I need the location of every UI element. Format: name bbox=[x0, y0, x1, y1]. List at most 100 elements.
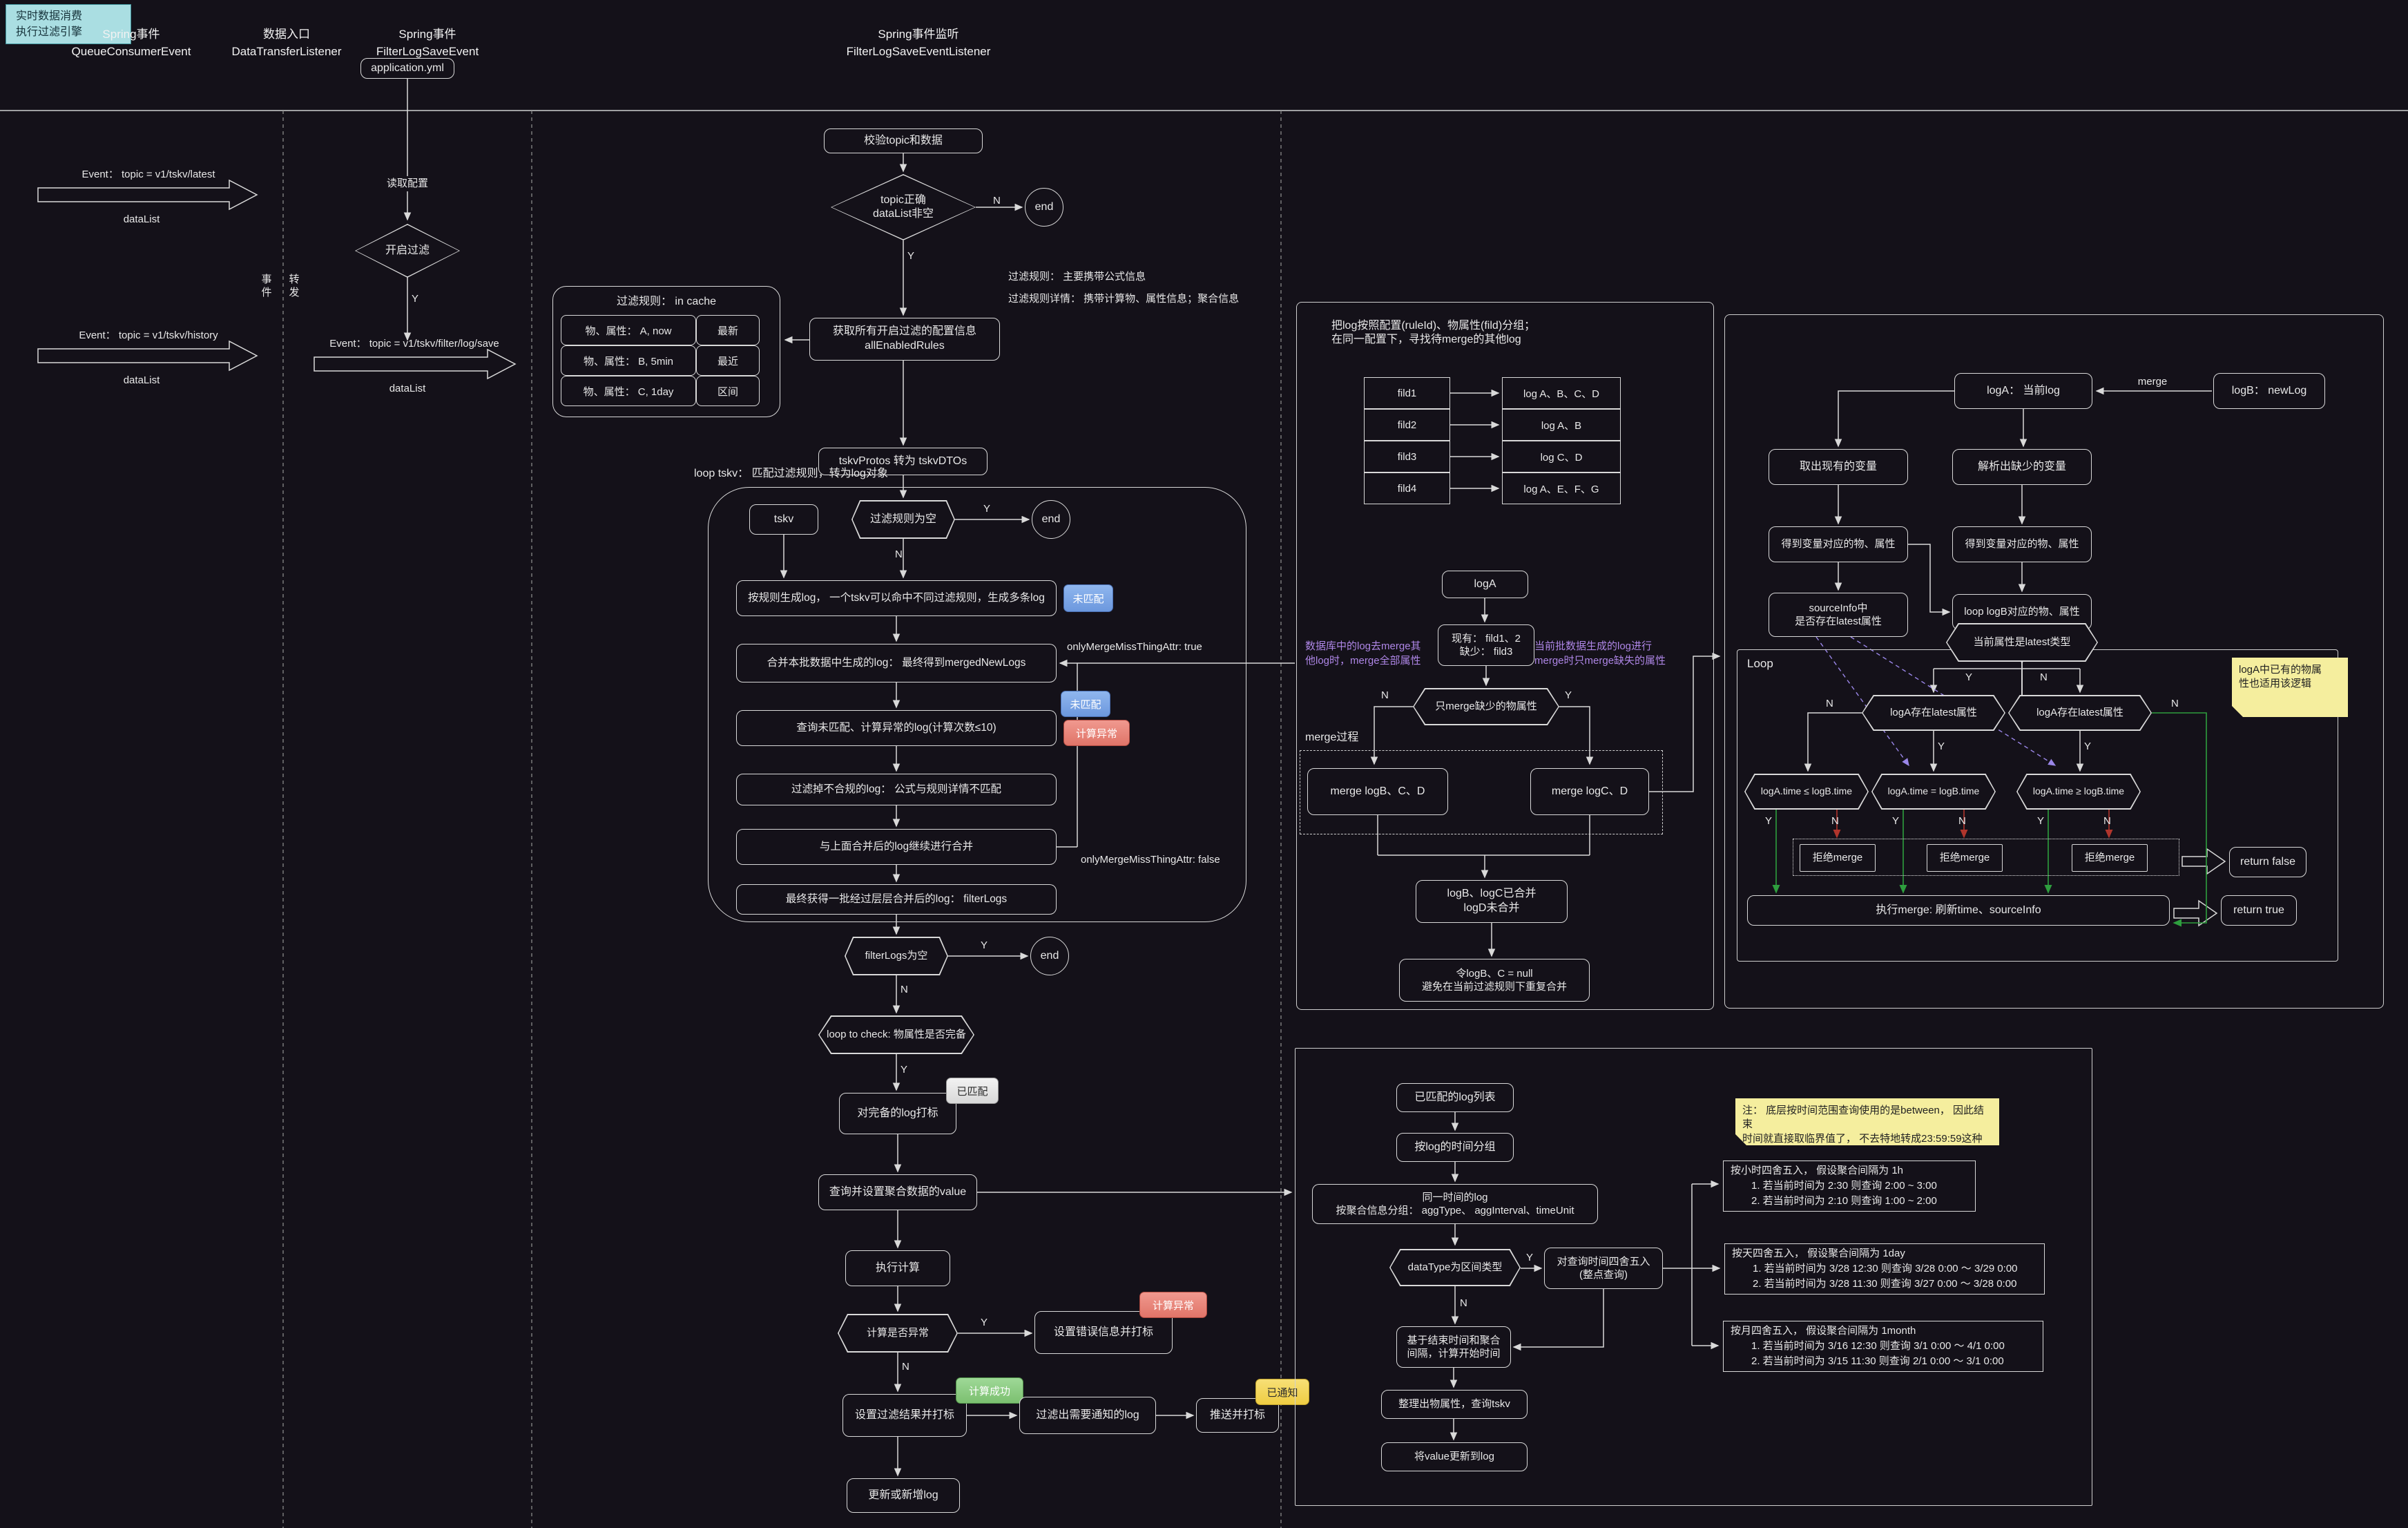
run-calc-node: 执行计算 bbox=[845, 1250, 950, 1286]
sticky-note-between: 注： 底层按时间范围查询使用的是between， 因此结束 时间就直接取临界值了… bbox=[1735, 1098, 1999, 1145]
fild-cell: fild2 bbox=[1364, 409, 1450, 441]
merge-batch-node: 合并本批数据中生成的log： 最终得到mergedNewLogs bbox=[736, 644, 1057, 682]
event-latest-label: Event： topic = v1/tskv/latest bbox=[81, 168, 215, 180]
datatype-range-yes: Y bbox=[1526, 1252, 1534, 1263]
purple-note-right: 当前批数据生成的log进行 merge时只merge缺失的属性 bbox=[1534, 640, 1666, 667]
month-round-info: 按月四舍五入， 假设聚合间隔为 1month 1. 若当前时间为 3/16 12… bbox=[1723, 1321, 2043, 1372]
logb-new-node: logB： newLog bbox=[2213, 373, 2325, 409]
topic-check-yes: Y bbox=[907, 250, 915, 262]
gen-log-node: 按规则生成log， 一个tskv可以命中不同过滤规则，生成多条log bbox=[736, 580, 1057, 616]
merge-process-container bbox=[1300, 750, 1663, 834]
calc-error-hexagon: 计算是否异常 bbox=[838, 1314, 958, 1353]
rules-empty-no: N bbox=[895, 548, 903, 560]
round-time-node: 对查询时间四舍五入 (整点查询) bbox=[1544, 1248, 1663, 1289]
loop-tskv-label: loop tskv： 匹配过滤规则，转为log对象 bbox=[694, 468, 888, 479]
lane-header-queue-consumer: Spring事件 QueueConsumerEvent bbox=[71, 28, 191, 58]
only-merge-true-label: onlyMergeMissThingAttr: true bbox=[1067, 641, 1202, 653]
final-filterlogs-node: 最终获得一批经过层层合并后的log： filterLogs bbox=[736, 884, 1057, 915]
time-gte-no: N bbox=[2103, 815, 2111, 827]
loga-state-node: 现有： fild1、2 缺少： fild3 bbox=[1438, 624, 1534, 666]
prepare-query-node: 整理出物属性，查询tskv bbox=[1381, 1390, 1528, 1419]
filterlogs-empty-hexagon: filterLogs为空 bbox=[845, 937, 948, 975]
convert-dto-node: tskvProtos 转为 tskvDTOs bbox=[818, 448, 988, 475]
group-by-agg-node: 同一时间的log 按聚合信息分组： aggType、 aggInterval、t… bbox=[1312, 1184, 1598, 1224]
merge-result-node: logB、logC已合并 logD未合并 bbox=[1416, 880, 1568, 923]
loop-merge-label: Loop bbox=[1747, 657, 1773, 670]
topic-check-diamond: topic正确 dataList非空 bbox=[831, 174, 976, 240]
event-history-datalist: dataList bbox=[123, 374, 160, 386]
filter-enabled-yes: Y bbox=[412, 293, 419, 305]
cache-row-val: 区间 bbox=[696, 376, 760, 406]
rules-note-2: 过滤规则详情： 携带计算物、属性信息；聚合信息 bbox=[1008, 293, 1240, 305]
filter-invalid-node: 过滤掉不合规的log： 公式与规则详情不匹配 bbox=[736, 774, 1057, 805]
filterlogs-empty-no: N bbox=[900, 984, 908, 995]
compare-group-container bbox=[1724, 314, 2384, 1009]
badge-calc-ok: 计算成功 bbox=[956, 1377, 1023, 1404]
topic-check-no: N bbox=[993, 195, 1001, 207]
take-vars-node: 取出现有的变量 bbox=[1769, 449, 1908, 485]
loga-has-latest-left-hexagon: logA存在latest属性 bbox=[1862, 695, 2005, 731]
fetch-rules-node: 获取所有开启过滤的配置信息 allEnabledRules bbox=[809, 318, 1000, 361]
merge-edge-label: merge bbox=[2115, 374, 2190, 390]
set-error-node: 设置错误信息并打标 bbox=[1034, 1311, 1173, 1354]
cache-table-container bbox=[552, 286, 780, 417]
event-save-datalist: dataList bbox=[389, 382, 426, 394]
return-true-node: return true bbox=[2221, 895, 2297, 926]
has-latest-left-no: N bbox=[1826, 698, 1833, 709]
merge-missing-hexagon: 只merge缺少的物属性 bbox=[1413, 688, 1559, 725]
time-gte-yes: Y bbox=[2037, 815, 2045, 827]
rules-empty-yes: Y bbox=[983, 503, 991, 515]
latest-type-yes: Y bbox=[1965, 671, 1973, 683]
do-merge-node: 执行merge: 刷新time、sourceInfo bbox=[1747, 895, 2170, 926]
badge-notified: 已通知 bbox=[1255, 1379, 1309, 1405]
set-agg-value-node: 查询并设置聚合数据的value bbox=[818, 1174, 977, 1210]
time-lte-no: N bbox=[1831, 815, 1839, 827]
tskv-node: tskv bbox=[749, 504, 818, 535]
calc-error-yes: Y bbox=[981, 1317, 988, 1328]
mark-complete-node: 对完备的log打标 bbox=[839, 1093, 956, 1134]
lane-header-data-transfer: 数据入口 DataTransferListener bbox=[231, 28, 342, 58]
loga-node: logA bbox=[1442, 571, 1528, 598]
loop-to-check-yes: Y bbox=[900, 1064, 908, 1076]
only-merge-false-label: onlyMergeMissThingAttr: false bbox=[1081, 854, 1220, 866]
lane-header-filter-log-save-event: Spring事件 FilterLogSaveEvent bbox=[376, 28, 479, 58]
has-latest-right-no: N bbox=[2171, 698, 2179, 709]
badge-unmatched: 未匹配 bbox=[1063, 584, 1113, 612]
sourceinfo-node: sourceInfo中 是否存在latest属性 bbox=[1769, 593, 1908, 637]
merge-again-node: 与上面合并后的log继续进行合并 bbox=[736, 829, 1057, 865]
reject-merge-node: 拒绝merge bbox=[2072, 844, 2148, 872]
log-group-cell: log A、B、C、D bbox=[1502, 377, 1621, 409]
badge-calc-error: 计算异常 bbox=[1063, 720, 1130, 746]
cache-table-title: 过滤规则： in cache bbox=[616, 296, 717, 307]
log-group-cell: log A、E、F、G bbox=[1502, 472, 1621, 504]
merge-bcd-node: merge logB、C、D bbox=[1307, 768, 1448, 815]
read-config-label: 读取配置 bbox=[369, 176, 445, 191]
time-eq-hexagon: logA.time = logB.time bbox=[1871, 774, 1996, 810]
divider-label-event: 事 件 bbox=[261, 274, 272, 298]
hour-round-info: 按小时四舍五入， 假设聚合间隔为 1h 1. 若当前时间为 2:30 则查询 2… bbox=[1723, 1161, 1976, 1212]
loga-current-node: logA： 当前log bbox=[1954, 373, 2092, 409]
cache-row-key: 物、属性： B, 5min bbox=[561, 345, 696, 376]
application-yml-node: application.yml bbox=[360, 58, 454, 79]
datatype-range-no: N bbox=[1460, 1297, 1467, 1309]
calc-start-node: 基于结束时间和聚合 间隔，计算开始时间 bbox=[1396, 1326, 1511, 1368]
filter-enabled-diamond: 开启过滤 bbox=[355, 224, 460, 278]
log-group-cell: log A、B bbox=[1502, 409, 1621, 441]
cache-row-key: 物、属性： A, now bbox=[561, 315, 696, 345]
event-latest-datalist: dataList bbox=[123, 213, 160, 225]
merge-missing-yes: Y bbox=[1565, 689, 1572, 701]
return-false-node: return false bbox=[2229, 847, 2306, 877]
badge-calc-error-2: 计算异常 bbox=[1139, 1292, 1207, 1318]
map-attrs-left-node: 得到变量对应的物、属性 bbox=[1769, 526, 1908, 562]
merge-missing-no: N bbox=[1381, 689, 1389, 701]
sticky-note-loop: logA中已有的物属 性也适用该逻辑 bbox=[2232, 658, 2348, 717]
latest-type-no: N bbox=[2040, 671, 2048, 683]
has-latest-left-yes: Y bbox=[1938, 741, 1945, 752]
end-node-3: end bbox=[1030, 937, 1069, 975]
fild-cell: fild3 bbox=[1364, 441, 1450, 472]
log-group-cell: log C、D bbox=[1502, 441, 1621, 472]
loga-has-latest-right-hexagon: logA存在latest属性 bbox=[2008, 695, 2152, 731]
calc-error-no: N bbox=[902, 1361, 909, 1373]
set-null-node: 令logB、C = null 避免在当前过滤规则下重复合并 bbox=[1399, 959, 1590, 1002]
